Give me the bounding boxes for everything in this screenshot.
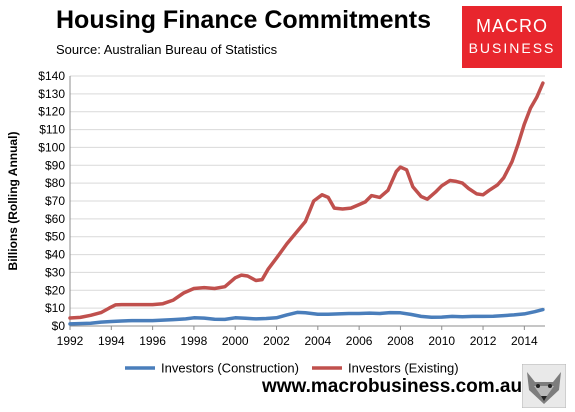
x-tick-label: 2006 [346,334,373,348]
macrobusiness-logo: MACRO BUSINESS [462,6,562,68]
x-tick-label: 2010 [428,334,455,348]
series-lines [68,81,545,326]
chart-subtitle: Source: Australian Bureau of Statistics [56,42,278,57]
chart-axes [69,76,545,330]
y-tick-label: $0 [52,319,66,333]
x-tick-label: 1994 [98,334,125,348]
y-tick-label: $100 [38,140,65,154]
chart-grid [70,75,545,309]
y-tick-label: $30 [45,265,65,279]
x-tick-label: 1996 [139,334,166,348]
y-tick-label: $40 [45,248,65,262]
wolf-icon [522,364,566,408]
y-tick-labels: $0 $10 $20 $30 $40 $50 $60 $70 $80 $90 $100 $110 $12… [38,69,65,333]
x-tick-label: 2004 [304,334,331,348]
y-axis-label: Billions (Rolling Annual) [6,132,20,271]
y-tick-label: $80 [45,176,65,190]
y-tick-label: $140 [38,69,65,83]
legend-label: Investors (Construction) [161,361,299,376]
y-tick-label: $130 [38,87,65,101]
y-tick-label: $20 [45,283,65,297]
x-tick-label: 2002 [263,334,290,348]
series-line-investors-existing [68,81,545,320]
series-line-investors-construction [68,307,545,326]
logo-line-2: BUSINESS [468,40,556,56]
chart-title: Housing Finance Commitments [56,6,432,34]
y-tick-label: $50 [45,230,65,244]
x-tick-label: 2000 [222,334,249,348]
y-tick-label: $60 [45,212,65,226]
x-tick-labels: 1992 1994 1996 1998 2000 2002 2004 2006 2008 2010… [57,334,538,348]
legend: Investors (Construction) Investors (Exist… [125,361,459,376]
legend-label: Investors (Existing) [348,361,459,376]
x-tick-label: 2008 [387,334,414,348]
y-tick-label: $70 [45,194,65,208]
x-tick-label: 2012 [470,334,497,348]
y-tick-label: $110 [39,123,65,137]
y-tick-label: $120 [38,105,65,119]
y-tick-label: $90 [45,158,65,172]
website-url[interactable]: www.macrobusiness.com.au [262,376,523,397]
x-tick-label: 2014 [511,334,538,348]
y-tick-label: $10 [45,301,65,315]
logo-line-1: MACRO [476,16,548,36]
x-tick-label: 1992 [57,334,84,348]
x-tick-label: 1998 [181,334,208,348]
